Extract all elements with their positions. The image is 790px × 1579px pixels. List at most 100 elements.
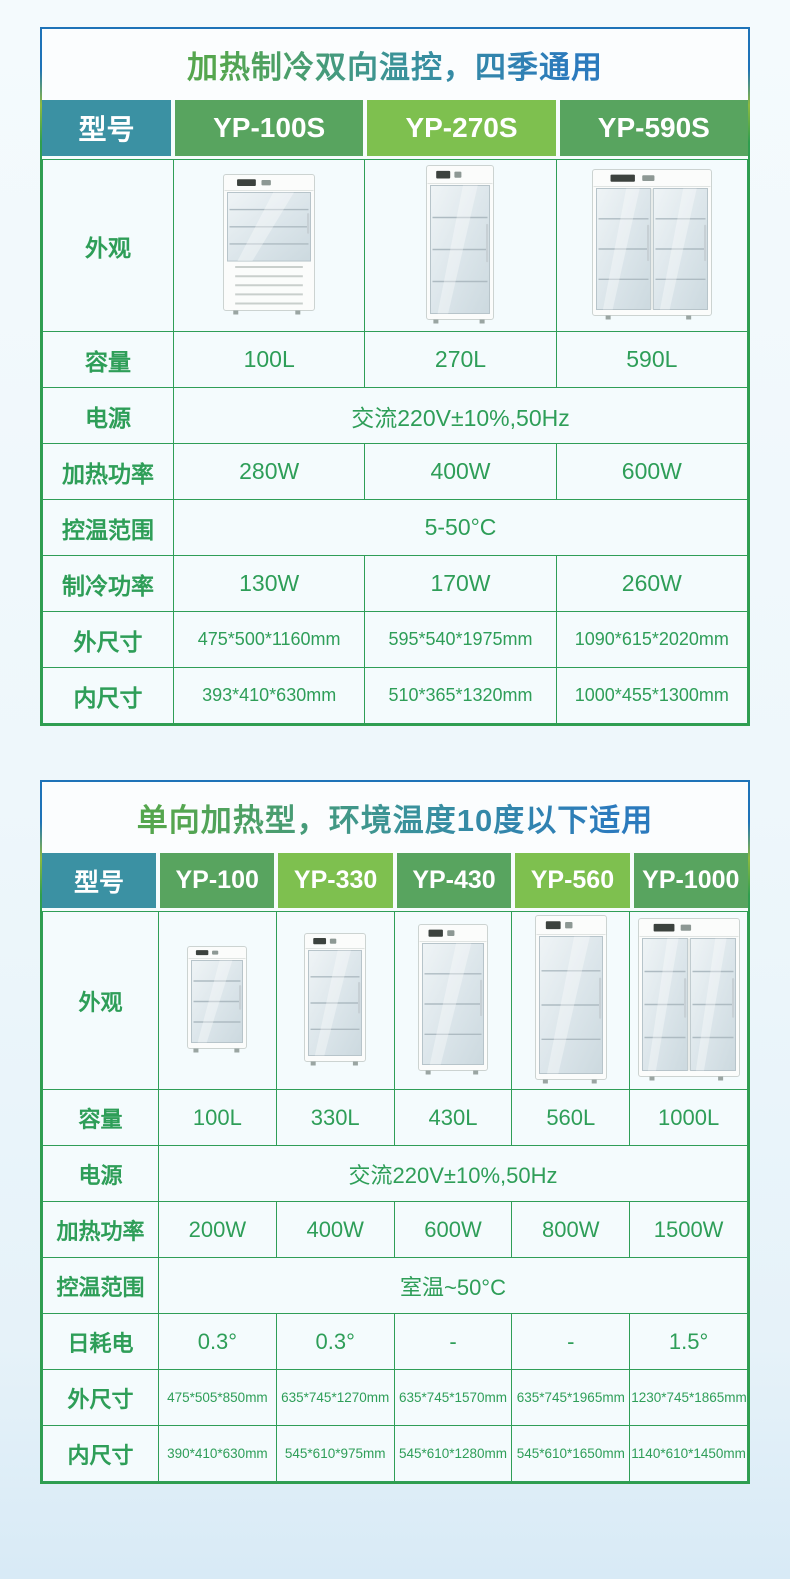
table1-title-bar: 加热制冷双向温控，四季通用: [42, 29, 748, 100]
header-model-yp-1000: YP-1000: [633, 853, 749, 908]
table2-model-header-row: 型号 YP-100 YP-330 YP-430 YP-560 YP-1000: [42, 853, 749, 908]
header-model-yp-590s: YP-590S: [559, 100, 748, 156]
power-supply-value: 交流220V±10%,50Hz: [173, 387, 748, 444]
cabinet-tall-single-glass-door-icon: [279, 932, 392, 1070]
row-inner-dimensions: 内尺寸 393*410*630mm 510*365*1320mm 1000*45…: [42, 667, 749, 724]
temp-range-value: 室温~50°C: [158, 1257, 748, 1314]
row-label-inner-dimensions: 内尺寸: [42, 1425, 159, 1482]
row-appearance: 外观: [42, 159, 749, 332]
capacity-value: 590L: [555, 331, 749, 388]
inner-dimensions-value: 545*610*1650mm: [511, 1425, 631, 1482]
row-label-heating-power: 加热功率: [42, 443, 174, 500]
table1-model-header-row: 型号 YP-100S YP-270S YP-590S: [42, 100, 748, 156]
cooling-power-value: 170W: [364, 555, 557, 612]
inner-dimensions-value: 545*610*1280mm: [393, 1425, 513, 1482]
temp-range-value: 5-50°C: [173, 499, 748, 556]
header-model-yp-100: YP-100: [160, 853, 275, 908]
outer-dimensions-value: 1090*615*2020mm: [555, 611, 749, 668]
daily-consumption-value: 1.5°: [629, 1313, 748, 1370]
header-model-label: 型号: [42, 853, 156, 908]
capacity-value: 100L: [172, 331, 366, 388]
table1-title: 加热制冷双向温控，四季通用: [187, 42, 603, 87]
heating-power-value: 200W: [158, 1201, 277, 1258]
outer-dimensions-value: 635*745*1270mm: [275, 1369, 395, 1426]
capacity-value: 270L: [364, 331, 557, 388]
cooling-power-value: 260W: [555, 555, 749, 612]
capacity-value: 330L: [275, 1089, 395, 1146]
daily-consumption-value: -: [511, 1313, 631, 1370]
daily-consumption-value: 0.3°: [275, 1313, 395, 1370]
row-inner-dimensions: 内尺寸 390*410*630mm 545*610*975mm 545*610*…: [42, 1425, 748, 1482]
outer-dimensions-value: 595*540*1975mm: [364, 611, 557, 668]
appearance-cell: [629, 911, 748, 1090]
heating-power-value: 600W: [555, 443, 749, 500]
outer-dimensions-value: 1230*745*1865mm: [629, 1369, 748, 1426]
inner-dimensions-value: 390*410*630mm: [158, 1425, 277, 1482]
heating-power-value: 400W: [364, 443, 557, 500]
inner-dimensions-value: 1000*455*1300mm: [555, 667, 749, 724]
table1-body: 外观 容量 100L 270L 590L 电源 交流220V±10%,50Hz …: [42, 159, 749, 724]
row-heating-power: 加热功率 200W 400W 600W 800W 1500W: [42, 1201, 748, 1258]
appearance-cell: [393, 911, 513, 1090]
header-model-label: 型号: [42, 100, 171, 156]
row-label-daily-consumption: 日耗电: [42, 1313, 159, 1370]
inner-dimensions-value: 510*365*1320mm: [364, 667, 557, 724]
row-label-appearance: 外观: [42, 159, 174, 332]
table2-body: 外观 容量 100L 330L 430L 560L 1000L 电源 交流220…: [42, 911, 748, 1482]
outer-dimensions-value: 635*745*1965mm: [511, 1369, 631, 1426]
appearance-cell: [275, 911, 395, 1090]
row-label-capacity: 容量: [42, 1089, 159, 1146]
heating-power-value: 280W: [172, 443, 366, 500]
row-heating-power: 加热功率 280W 400W 600W: [42, 443, 749, 500]
row-label-appearance: 外观: [42, 911, 159, 1090]
row-label-power-supply: 电源: [42, 1145, 159, 1202]
spec-table-heating-cooling: 加热制冷双向温控，四季通用 型号 YP-100S YP-270S YP-590S…: [40, 27, 750, 726]
header-model-yp-330: YP-330: [278, 853, 393, 908]
cabinet-double-glass-door-icon: [559, 168, 745, 324]
cabinet-double-glass-door-icon: [632, 917, 745, 1085]
outer-dimensions-value: 635*745*1570mm: [393, 1369, 513, 1426]
cabinet-tall-single-glass-door-icon: [514, 914, 627, 1088]
row-label-outer-dimensions: 外尺寸: [42, 611, 174, 668]
table-inner: 加热制冷双向温控，四季通用 型号 YP-100S YP-270S YP-590S…: [42, 29, 749, 724]
row-label-inner-dimensions: 内尺寸: [42, 667, 174, 724]
table2-title-bar: 单向加热型，环境温度10度以下适用: [42, 782, 748, 853]
heating-power-value: 400W: [275, 1201, 395, 1258]
header-model-yp-430: YP-430: [396, 853, 512, 908]
table-inner: 单向加热型，环境温度10度以下适用 型号 YP-100 YP-330 YP-43…: [42, 782, 749, 1482]
outer-dimensions-value: 475*505*850mm: [158, 1369, 277, 1426]
inner-dimensions-value: 1140*610*1450mm: [629, 1425, 748, 1482]
row-label-cooling-power: 制冷功率: [42, 555, 174, 612]
cabinet-small-single-glass-door-icon: [161, 945, 274, 1057]
inner-dimensions-value: 545*610*975mm: [275, 1425, 395, 1482]
heating-power-value: 600W: [393, 1201, 513, 1258]
appearance-cell: [158, 911, 277, 1090]
row-outer-dimensions: 外尺寸 475*505*850mm 635*745*1270mm 635*745…: [42, 1369, 748, 1426]
header-model-yp-270s: YP-270S: [367, 100, 556, 156]
heating-power-value: 1500W: [629, 1201, 748, 1258]
row-label-temp-range: 控温范围: [42, 1257, 159, 1314]
row-label-power-supply: 电源: [42, 387, 174, 444]
row-label-capacity: 容量: [42, 331, 174, 388]
heating-power-value: 800W: [511, 1201, 631, 1258]
power-supply-value: 交流220V±10%,50Hz: [158, 1145, 748, 1202]
row-power-supply: 电源 交流220V±10%,50Hz: [42, 387, 748, 444]
row-capacity: 容量 100L 270L 590L: [42, 331, 749, 388]
daily-consumption-value: 0.3°: [158, 1313, 277, 1370]
row-temp-range: 控温范围 5-50°C: [42, 499, 748, 556]
row-cooling-power: 制冷功率 130W 170W 260W: [42, 555, 749, 612]
row-label-heating-power: 加热功率: [42, 1201, 159, 1258]
cabinet-tall-single-glass-door-icon: [397, 923, 510, 1079]
cooling-power-value: 130W: [172, 555, 366, 612]
daily-consumption-value: -: [393, 1313, 513, 1370]
row-daily-consumption: 日耗电 0.3° 0.3° - - 1.5°: [42, 1313, 748, 1370]
capacity-value: 560L: [511, 1089, 631, 1146]
row-label-temp-range: 控温范围: [42, 499, 174, 556]
header-model-yp-560: YP-560: [515, 853, 630, 908]
appearance-cell: [511, 911, 631, 1090]
row-power-supply: 电源 交流220V±10%,50Hz: [42, 1145, 748, 1202]
outer-dimensions-value: 475*500*1160mm: [172, 611, 366, 668]
capacity-value: 100L: [158, 1089, 277, 1146]
row-appearance: 外观: [42, 911, 748, 1090]
capacity-value: 1000L: [629, 1089, 748, 1146]
